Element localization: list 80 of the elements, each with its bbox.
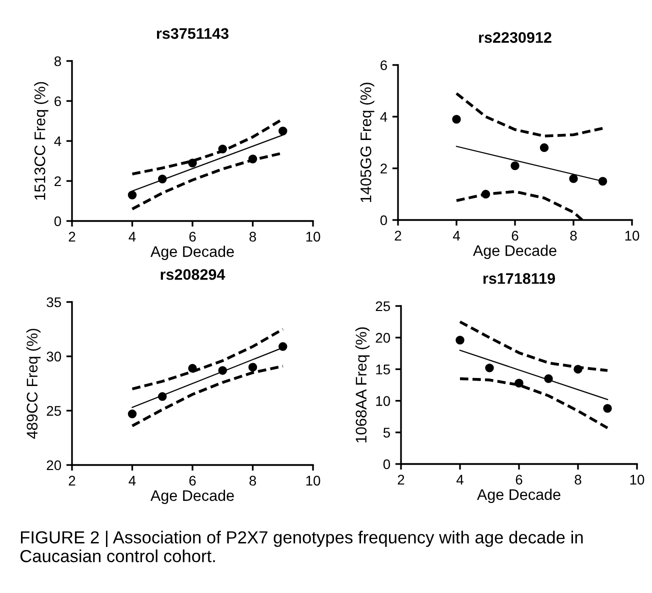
point [248, 362, 258, 372]
y-tick-label: 20 [46, 460, 62, 470]
x-tick-label: 10 [306, 476, 320, 486]
y-tick-label: 25 [376, 301, 390, 312]
y-tick-label: 4 [380, 112, 388, 122]
y-axis-title: 1513CC Freq (%) [34, 82, 48, 200]
x-tick-label: 10 [306, 232, 320, 242]
point [278, 342, 288, 351]
point [481, 190, 490, 199]
line-series [130, 364, 284, 428]
y-tick-label: 8 [54, 56, 61, 66]
point [456, 336, 464, 344]
y-axis-title: 1068AA Freq (%) [355, 327, 370, 442]
x-tick-label: 4 [128, 232, 136, 242]
line-series [455, 92, 604, 138]
y-tick-label: 2 [380, 164, 387, 174]
point [452, 114, 461, 124]
x-axis-title: Age Decade [472, 244, 556, 259]
point [603, 404, 612, 413]
x-tick-label: 2 [68, 232, 76, 242]
chart-title: rs208294 [160, 269, 226, 280]
chart-title: rs2230912 [479, 32, 552, 43]
y-tick-label: 6 [54, 96, 61, 106]
point [510, 161, 520, 170]
chart-title: rs1718119 [483, 273, 555, 284]
y-tick-label: 0 [54, 216, 62, 226]
x-tick-label: 8 [249, 232, 256, 242]
x-tick-label: 4 [456, 474, 464, 484]
x-tick-label: 2 [398, 474, 404, 484]
line-series [130, 328, 284, 390]
x-tick-label: 2 [394, 230, 402, 240]
x-axis-title: Age Decade [150, 246, 234, 260]
x-tick-label: 2 [68, 476, 76, 486]
y-tick-label: 5 [383, 428, 390, 438]
y-tick-label: 0 [380, 215, 388, 226]
point [514, 378, 524, 388]
x-tick-label: 6 [189, 476, 196, 486]
x-tick-label: 6 [512, 230, 518, 241]
y-tick-label: 6 [380, 60, 387, 70]
y-tick-label: 4 [54, 136, 62, 146]
y-tick-label: 10 [376, 396, 390, 406]
point [158, 392, 167, 401]
point [485, 364, 494, 372]
point [569, 174, 578, 184]
x-tick-label: 6 [516, 474, 522, 485]
point [218, 366, 227, 375]
point [598, 176, 608, 186]
x-tick-label: 8 [570, 230, 577, 241]
line-series [458, 377, 609, 430]
point [158, 174, 167, 184]
x-tick-label: 6 [189, 232, 196, 242]
x-tick-label: 10 [625, 230, 640, 241]
point [188, 158, 197, 168]
y-axis-title: 1405GG Freq (%) [360, 82, 374, 202]
y-tick-label: 15 [376, 364, 390, 374]
y-tick-label: 20 [376, 332, 390, 343]
y-tick-label: 35 [46, 297, 62, 308]
caption: FIGURE 2 | Association of P2X7 genotypes frequency with age decade in Caucasian control cohort. [20, 530, 583, 562]
x-tick-label: 10 [630, 474, 644, 485]
y-tick-label: 2 [54, 176, 61, 186]
y-tick-label: 25 [46, 406, 62, 416]
x-tick-label: 4 [452, 230, 460, 240]
point [128, 410, 137, 418]
point [128, 190, 137, 200]
point [544, 374, 553, 384]
point [540, 143, 549, 152]
x-tick-label: 8 [574, 474, 582, 485]
point [278, 126, 288, 136]
point [218, 144, 227, 154]
chart-title: rs3751143 [156, 28, 228, 39]
x-axis-title: Age Decade [476, 488, 560, 503]
x-tick-label: 4 [128, 476, 136, 486]
point [574, 364, 582, 374]
y-tick-label: 30 [46, 352, 62, 362]
y-axis-title: 489CC Freq (%) [26, 328, 41, 439]
x-tick-label: 8 [249, 476, 256, 486]
y-tick-label: 0 [383, 459, 390, 470]
point [248, 154, 258, 164]
point [188, 364, 197, 373]
x-axis-title: Age Decade [150, 490, 234, 504]
